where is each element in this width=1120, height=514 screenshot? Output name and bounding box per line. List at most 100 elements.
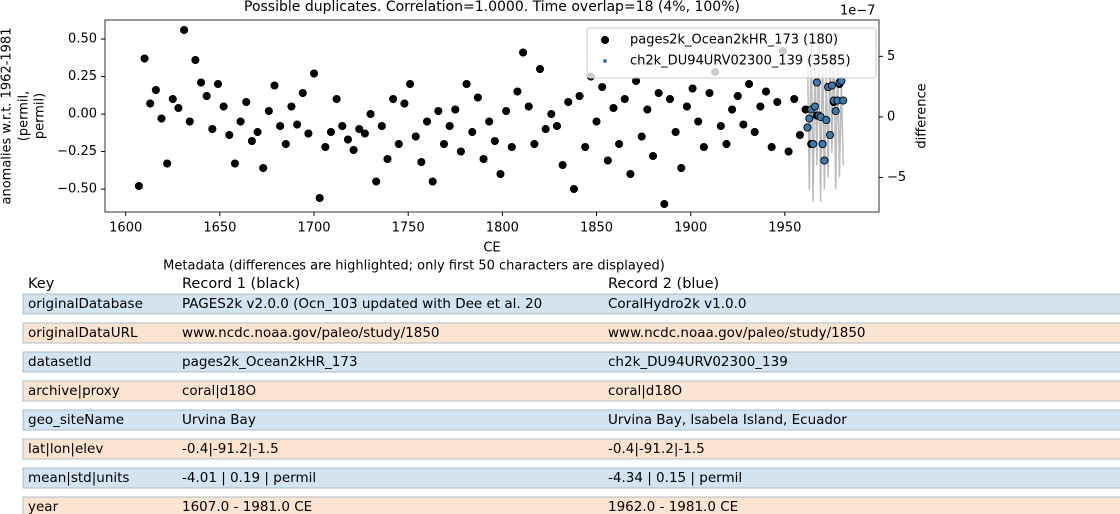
point: [810, 102, 820, 111]
table-caption: Metadata (differences are highlighted; o…: [163, 259, 665, 274]
y-tick-label: 0.25: [68, 69, 97, 84]
point: [677, 163, 686, 173]
point: [688, 84, 697, 93]
y-tick-label: 0.50: [68, 32, 97, 47]
point: [569, 184, 578, 194]
table-cell: PAGES2k v2.0.0 (Ocn_103 updated with Dee…: [182, 296, 542, 312]
point: [558, 160, 567, 170]
plot-frame: [104, 19, 880, 213]
point: [174, 104, 183, 113]
table-cell: coral|d18O: [182, 383, 256, 399]
point: [462, 80, 471, 89]
point: [552, 122, 562, 131]
point: [575, 92, 584, 101]
point: [825, 130, 835, 140]
point: [163, 159, 172, 168]
table-cell: originalDatabase: [28, 296, 143, 312]
point: [236, 117, 245, 126]
point: [615, 139, 624, 149]
point: [496, 169, 505, 179]
point: [287, 102, 296, 111]
point: [383, 154, 392, 164]
point: [338, 122, 347, 131]
point: [168, 95, 177, 104]
point: [822, 116, 831, 125]
point: [281, 139, 290, 149]
point: [603, 156, 612, 165]
table-cell: -0.4|-91.2|-1.5: [182, 441, 279, 457]
point: [134, 181, 143, 191]
point: [213, 80, 223, 89]
point: [648, 151, 658, 161]
point: [219, 102, 228, 111]
point: [733, 92, 742, 101]
y2-tick-label: 5: [887, 49, 895, 64]
point: [722, 139, 731, 149]
point: [803, 123, 812, 132]
y-axis-label: (permil,: [17, 91, 32, 141]
point: [609, 104, 618, 113]
point: [264, 107, 273, 116]
x-tick-label: 1900: [674, 221, 707, 236]
point: [253, 127, 262, 137]
point: [756, 102, 765, 111]
point: [519, 48, 528, 57]
point: [739, 120, 748, 129]
legend-label: pages2k_Ocean2kHR_173 (180): [630, 33, 838, 48]
point: [818, 139, 827, 149]
point: [343, 135, 352, 144]
point: [247, 136, 256, 146]
x-tick-label: 1950: [768, 221, 801, 236]
x-tick-label: 1650: [203, 221, 236, 236]
table-cell: Urvina Bay: [182, 412, 256, 428]
legend-marker: [600, 35, 610, 45]
x-tick-label: 1800: [486, 221, 519, 236]
y-tick-label: −0.25: [57, 144, 97, 159]
point: [809, 139, 818, 149]
point: [389, 95, 398, 104]
point: [513, 87, 522, 96]
point: [795, 130, 804, 140]
point: [191, 56, 200, 65]
point: [761, 87, 771, 96]
legend-label: ch2k_DU94URV02300_139 (3585): [630, 54, 851, 69]
point: [812, 78, 821, 87]
point: [411, 132, 420, 141]
difference-line: [806, 32, 844, 202]
point: [530, 139, 539, 149]
x-tick-label: 1700: [297, 221, 330, 236]
point: [598, 83, 607, 92]
point: [400, 99, 409, 108]
point: [767, 142, 776, 152]
point: [637, 132, 646, 141]
point: [820, 156, 829, 165]
y-tick-label: 0.00: [68, 107, 97, 122]
y-axis-label: permil): [33, 93, 48, 139]
point: [298, 89, 307, 98]
point: [394, 139, 403, 149]
point: [293, 120, 302, 129]
point: [626, 169, 635, 179]
table-row: [22, 351, 1120, 373]
point: [535, 65, 545, 74]
point: [157, 114, 166, 123]
point: [259, 163, 268, 173]
point: [547, 110, 556, 119]
chart-title: Possible duplicates. Correlation=1.0000.…: [244, 0, 740, 15]
point: [230, 159, 239, 168]
point: [837, 77, 846, 86]
point: [208, 125, 217, 134]
point: [620, 95, 629, 104]
table-cell: mean|std|units: [28, 470, 129, 486]
legend-marker: [603, 59, 607, 63]
point: [665, 95, 675, 104]
point: [502, 107, 511, 116]
x-tick-label: 1750: [392, 221, 425, 236]
point: [790, 95, 799, 104]
point: [564, 98, 573, 107]
y-axis-label: anomalies w.r.t. 1962-1981: [0, 28, 15, 205]
point: [417, 157, 426, 167]
y2-axis-label: difference: [915, 83, 930, 148]
table-cell: 1962.0 - 1981.0 CE: [608, 499, 738, 514]
